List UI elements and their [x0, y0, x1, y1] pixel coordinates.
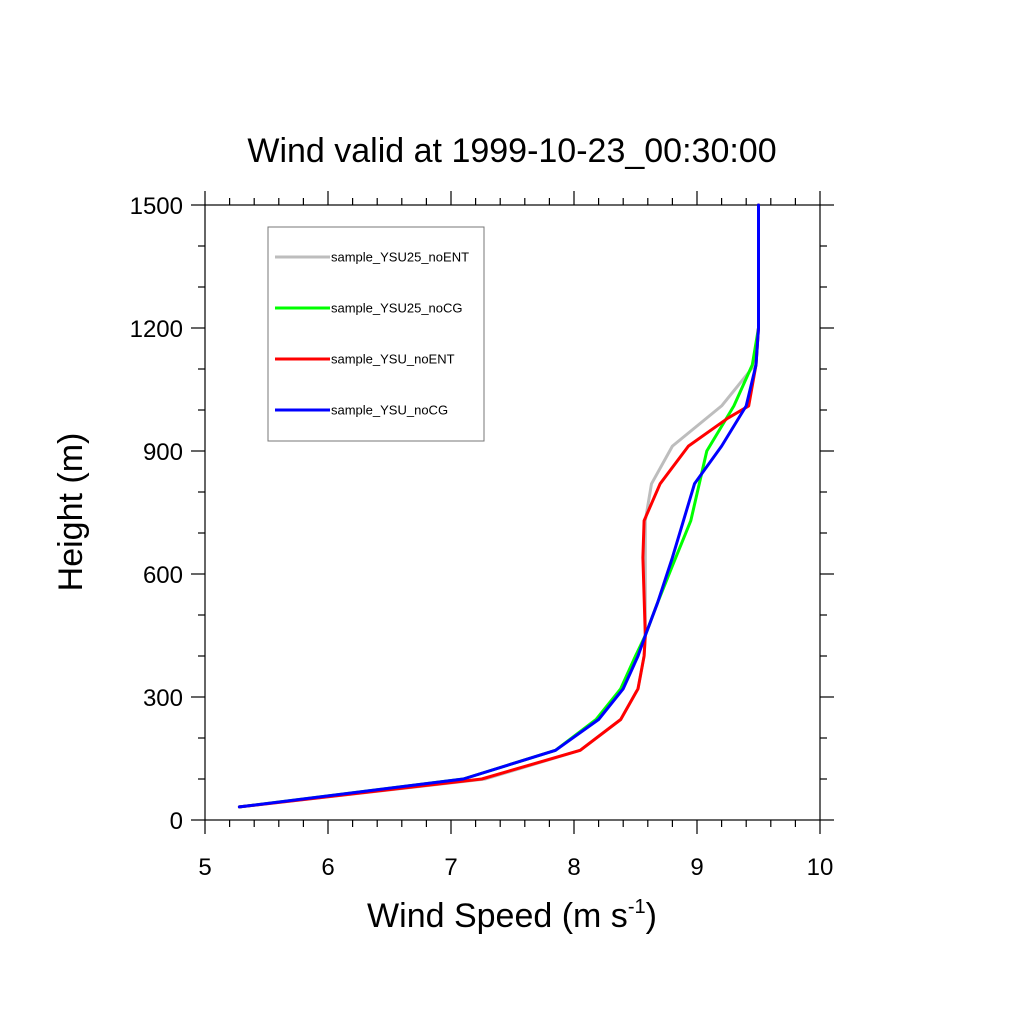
x-axis-label-main: Wind Speed (m s: [367, 897, 628, 935]
x-tick-label: 9: [690, 854, 703, 881]
x-axis-label: Wind Speed (m s-1): [367, 896, 657, 935]
y-axis-label: Height (m): [52, 433, 90, 592]
x-tick-label: 8: [567, 854, 580, 881]
legend-label-sample_YSU25_noCG: sample_YSU25_noCG: [331, 301, 463, 316]
legend-box: [267, 226, 485, 442]
x-axis-label-suffix: ): [646, 897, 657, 935]
legend: sample_YSU25_noENT sample_YSU25_noCGsampl…: [267, 226, 485, 442]
plot-frame: [204, 204, 821, 821]
x-tick-label: 5: [198, 854, 211, 881]
x-tick-label: 7: [444, 854, 457, 881]
ticks-layer: [191, 191, 834, 834]
y-tick-label: 600: [143, 562, 183, 589]
chart-title: Wind valid at 1999-10-23_00:30:00: [247, 132, 776, 170]
y-tick-label: 300: [143, 685, 183, 712]
x-axis-label-superscript: -1: [628, 896, 646, 918]
legend-label-sample_YSU25_noENT: sample_YSU25_noENT: [331, 250, 469, 265]
series-layer: [237, 203, 760, 809]
legend-items: sample_YSU25_noENT sample_YSU25_noCGsampl…: [275, 250, 469, 418]
legend-label-sample_YSU_noENT: sample_YSU_noENT: [331, 352, 455, 367]
x-tick-label: 10: [807, 854, 834, 881]
series-line-sample_YSU_noCG: [237, 203, 760, 809]
x-tick-labels: 5 6 7 8 9 10: [198, 854, 833, 881]
y-tick-label: 0: [170, 808, 183, 835]
y-tick-labels: 0 300 600 900 1200 1500: [130, 193, 183, 835]
legend-label-sample_YSU_noCG: sample_YSU_noCG: [331, 403, 448, 418]
x-tick-label: 6: [321, 854, 334, 881]
y-tick-label: 1200: [130, 316, 183, 343]
y-tick-label: 1500: [130, 193, 183, 220]
plot-area: [191, 191, 834, 834]
y-tick-label: 900: [143, 439, 183, 466]
